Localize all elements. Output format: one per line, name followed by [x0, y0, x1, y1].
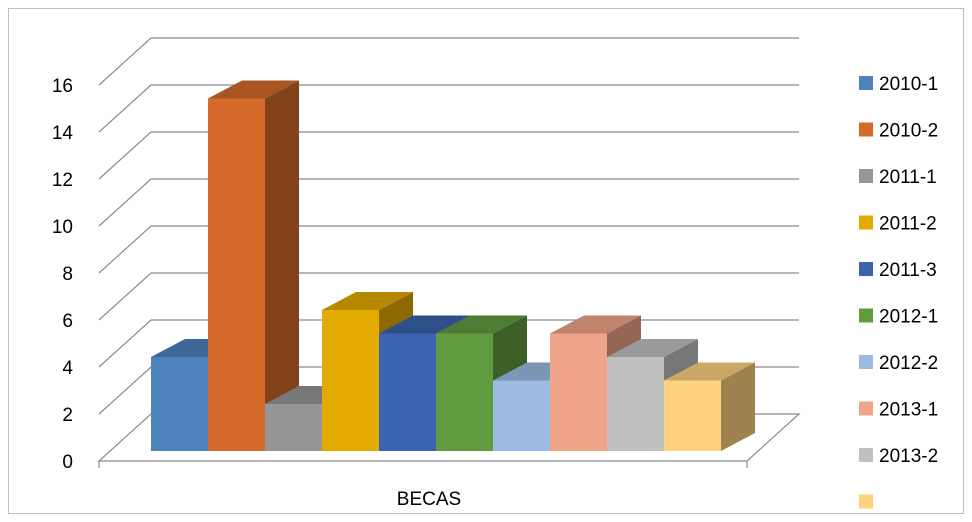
y-tick-label: 14 [52, 123, 74, 144]
bar-chart: 0 2 4 6 8 10 12 14 16 BECAS 2010-1 2010-2 2011-1 2011… [52, 37, 938, 510]
bar [607, 357, 664, 451]
legend-label: 2013-1 [879, 400, 938, 421]
bar-top [208, 80, 299, 99]
legend-swatch [859, 494, 873, 509]
bar-top [664, 362, 755, 381]
gridline [98, 178, 799, 227]
bar-top [379, 315, 470, 334]
bar-top [607, 339, 698, 357]
bar-side [265, 80, 299, 451]
bar [265, 404, 322, 451]
bar [436, 333, 493, 451]
gridline [98, 84, 799, 133]
bar-top [436, 315, 527, 334]
legend-label: 2011-1 [879, 167, 937, 188]
bar [493, 380, 550, 451]
legend-label: 2011-3 [879, 260, 937, 281]
legend-swatch [859, 122, 873, 137]
legend-label: 2012-1 [879, 307, 938, 328]
legend-swatch [859, 401, 873, 416]
legend-swatch [859, 262, 873, 276]
legend-label: 2013-2 [879, 446, 938, 467]
bar [379, 333, 436, 451]
bar-top [550, 315, 641, 334]
y-tick-label: 4 [62, 358, 73, 379]
chart-floor [97, 413, 801, 462]
legend-swatch [859, 215, 873, 230]
legend-swatch [859, 355, 873, 369]
y-tick-label: 2 [62, 405, 73, 426]
y-tick-label: 8 [62, 264, 73, 285]
gridline [98, 131, 799, 180]
bar [664, 380, 721, 451]
legend-label: 2011-2 [879, 214, 937, 235]
y-tick-label: 16 [52, 76, 73, 97]
legend-label: 2010-2 [879, 121, 938, 142]
gridline [98, 272, 799, 321]
chart-frame: 0 2 4 6 8 10 12 14 16 BECAS 2010-1 2010-2 2011-1 2011… [8, 8, 964, 514]
legend-swatch [859, 308, 873, 323]
gridline [98, 37, 799, 86]
y-tick-label: 6 [62, 311, 73, 332]
y-tick-label: 0 [62, 452, 73, 473]
bar [208, 98, 265, 451]
legend-label: 2012-2 [879, 353, 938, 374]
y-tick-label: 12 [52, 170, 73, 191]
legend-label: 2010-1 [879, 74, 938, 95]
x-category-label: BECAS [397, 489, 461, 510]
legend-swatch [859, 169, 873, 183]
y-tick-label: 10 [52, 217, 73, 238]
legend-swatch [859, 448, 873, 462]
legend-swatch [859, 76, 873, 90]
gridline [98, 225, 799, 274]
bar [550, 333, 607, 451]
bar [322, 310, 379, 451]
bar [151, 357, 208, 451]
bar-side [721, 362, 755, 451]
bar-top [322, 292, 413, 310]
